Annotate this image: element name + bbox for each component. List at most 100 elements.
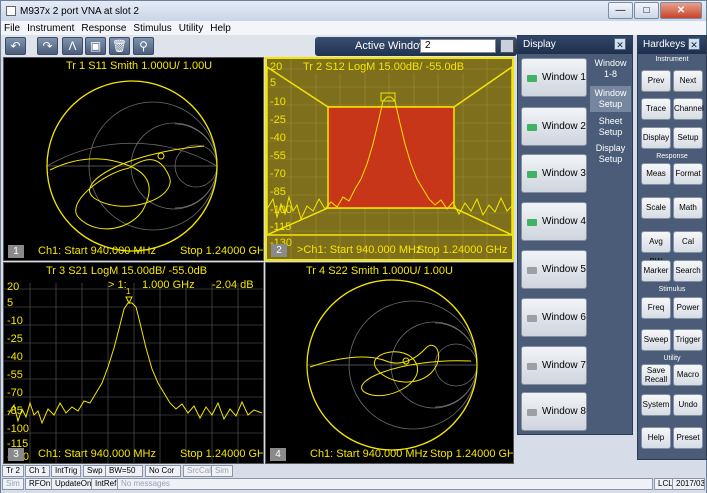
window-4-button[interactable]: Window 4: [521, 202, 587, 241]
window-3-button[interactable]: Window 3: [521, 154, 587, 193]
window-5-button[interactable]: Window 5: [521, 250, 587, 289]
preset-button[interactable]: Preset: [673, 427, 703, 449]
display-close-icon[interactable]: ✕: [614, 38, 626, 50]
sweep-button[interactable]: Sweep: [641, 329, 671, 351]
display-setup-tab[interactable]: Display Setup: [595, 143, 626, 164]
window-7-led: [527, 363, 537, 370]
screenshot-icon[interactable]: ▣: [85, 37, 106, 55]
trace-4-title: Tr 4 S22 Smith 1.000U/ 1.00U: [306, 265, 453, 277]
status-trigger[interactable]: IntTrig: [51, 465, 82, 477]
trigger-button[interactable]: Trigger: [673, 329, 703, 351]
window-1-label: Window 1: [542, 72, 586, 83]
next-button[interactable]: Next: [673, 70, 703, 92]
trace-window-3[interactable]: 20 5 -10 -25 -40 -55 -70 -85 -100 -115 -…: [3, 262, 264, 464]
status-sweep[interactable]: Swp: [83, 465, 107, 477]
status-lcl: LCL: [654, 478, 677, 490]
channel-button[interactable]: Channel: [673, 98, 704, 120]
hardkeys-close-icon[interactable]: ✕: [688, 38, 700, 50]
menu-instrument[interactable]: Instrument: [27, 22, 75, 34]
menu-response[interactable]: Response: [81, 22, 127, 34]
power-button[interactable]: Power: [673, 297, 703, 319]
trace-1-start: Ch1: Start 940.000 MHz: [38, 245, 157, 257]
status-rf-on[interactable]: RFOn: [25, 478, 55, 490]
scale-button[interactable]: Scale: [641, 197, 671, 219]
marker-1-value: -2.04 dB: [212, 279, 254, 291]
avg-bw-button[interactable]: Avg BW: [641, 231, 671, 266]
active-window-bar: Active Window 2: [315, 37, 517, 56]
trace-2-ytick-neg55: -55: [270, 150, 286, 162]
windows-range-tab[interactable]: Window 1-8: [594, 58, 627, 79]
trace-2-start: >Ch1: Start 940.000 MHz: [297, 244, 422, 256]
window-grid-icon[interactable]: [500, 39, 514, 53]
marker-icon[interactable]: Λ: [62, 37, 83, 55]
window-setup-tab[interactable]: Window Setup: [590, 86, 631, 112]
trace-3-ytick-neg70: -70: [7, 387, 23, 399]
trace-window-2[interactable]: 20 5 -10 -25 -40 -55 -70 -85 -100 -115 -…: [265, 57, 514, 261]
menu-stimulus[interactable]: Stimulus: [133, 22, 172, 34]
active-window-input[interactable]: 2: [420, 39, 496, 53]
logm-plot-2: [267, 59, 512, 259]
sheet-setup-tab[interactable]: Sheet Setup: [598, 116, 623, 137]
trace-window-1[interactable]: Tr 1 S11 Smith 1.000U/ 1.00U 1 Ch1: Star…: [3, 57, 264, 261]
group-instrument-label: Instrument: [655, 56, 689, 63]
trace-window-4[interactable]: Tr 4 S22 Smith 1.000U/ 1.00U 4 Ch1: Star…: [265, 262, 514, 464]
display-button[interactable]: Display: [641, 127, 671, 149]
minimize-button[interactable]: —: [608, 2, 633, 19]
menu-help[interactable]: Help: [210, 22, 231, 34]
display-panel: Display ✕ Window 1 Window 2 Window 3 Win…: [517, 35, 633, 435]
status-channel[interactable]: Ch 1: [25, 465, 50, 477]
display-title: Display: [523, 39, 556, 50]
maximize-button[interactable]: □: [634, 2, 659, 19]
window-6-button[interactable]: Window 6: [521, 298, 587, 337]
search-button[interactable]: Search: [673, 260, 703, 282]
window-7-label: Window 7: [542, 360, 586, 371]
window-7-button[interactable]: Window 7: [521, 346, 587, 385]
trace-3-ytick-neg40: -40: [7, 351, 23, 363]
system-button[interactable]: System: [641, 394, 671, 416]
marker-1-freq: 1.000 GHz: [142, 279, 195, 291]
menu-utility[interactable]: Utility: [178, 22, 204, 34]
window-2-led: [527, 124, 537, 131]
redo-icon[interactable]: ↷: [37, 37, 58, 55]
window-1-button[interactable]: Window 1: [521, 58, 587, 97]
trace-3-start: Ch1: Start 940.000 MHz: [38, 448, 157, 460]
close-button[interactable]: ✕: [660, 2, 702, 19]
trace-3-ytick-20: 20: [7, 281, 20, 293]
status-int-ref[interactable]: IntRef: [91, 478, 121, 490]
window-8-button[interactable]: Window 8: [521, 392, 587, 431]
status-update-on[interactable]: UpdateOn: [51, 478, 96, 490]
trace-1-title: Tr 1 S11 Smith 1.000U/ 1.00U: [66, 60, 213, 72]
meas-button[interactable]: Meas: [641, 163, 671, 185]
window-4-led: [527, 219, 537, 226]
setup-button[interactable]: Setup: [673, 127, 703, 149]
cal-button[interactable]: Cal: [673, 231, 703, 253]
status-sim-1: Sim: [211, 465, 233, 477]
menu-file[interactable]: File: [4, 22, 21, 34]
undo-icon[interactable]: ↶: [5, 37, 26, 55]
help-button[interactable]: Help: [641, 427, 671, 449]
trace-1-number: 1: [8, 245, 24, 258]
status-trace[interactable]: Tr 2: [2, 465, 24, 477]
freq-button[interactable]: Freq: [641, 297, 671, 319]
zoom-icon[interactable]: ⚲: [133, 37, 154, 55]
window-2-button[interactable]: Window 2: [521, 107, 587, 146]
trace-3-title: Tr 3 S21 LogM 15.00dB/ -55.0dB: [46, 265, 208, 277]
prev-button[interactable]: Prev: [641, 70, 671, 92]
trace-2-ytick-neg70: -70: [270, 168, 286, 180]
window-5-label: Window 5: [542, 264, 586, 275]
undo-button[interactable]: Undo: [673, 394, 703, 416]
macro-button[interactable]: Macro: [673, 364, 703, 386]
hardkeys-header: Hardkeys ✕: [638, 36, 706, 54]
window-4-label: Window 4: [542, 216, 586, 227]
trash-icon[interactable]: 🗑: [109, 37, 130, 55]
status-bandwidth[interactable]: BW=50: [105, 465, 143, 477]
trace-2-ytick-5: 5: [270, 77, 277, 89]
format-button[interactable]: Format: [673, 163, 703, 185]
marker-1-id: 1: [126, 287, 131, 296]
save-recall-button[interactable]: Save Recall: [641, 364, 671, 386]
math-button[interactable]: Math: [673, 197, 703, 219]
trace-button[interactable]: Trace: [641, 98, 671, 120]
marker-button[interactable]: Marker: [641, 260, 671, 282]
status-correction[interactable]: No Cor: [145, 465, 181, 477]
